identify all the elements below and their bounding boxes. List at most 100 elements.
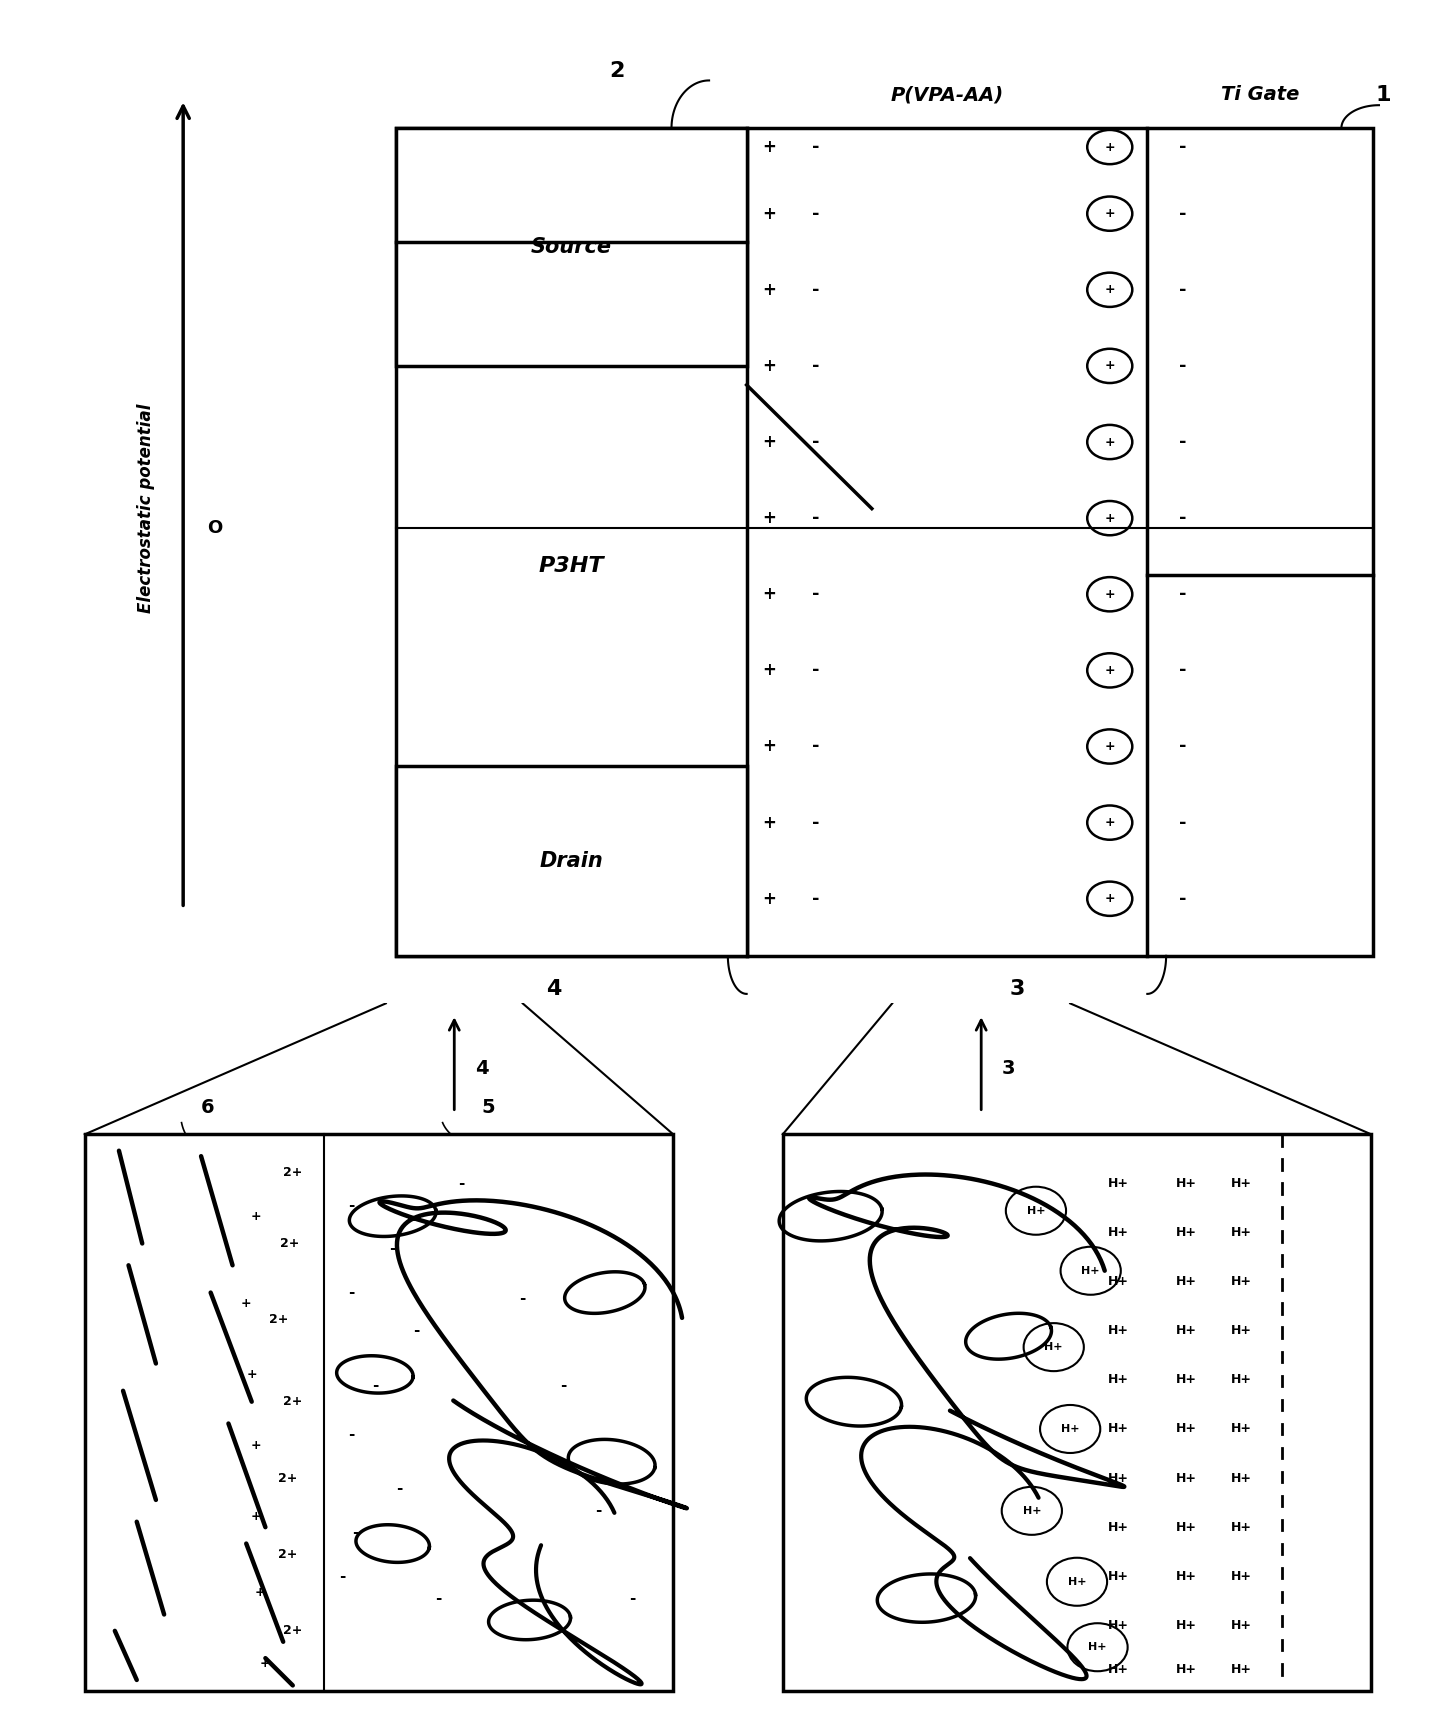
Text: +: + — [763, 432, 776, 452]
Text: 3: 3 — [1002, 1059, 1015, 1078]
Text: 6: 6 — [201, 1097, 214, 1116]
Text: 2+: 2+ — [282, 1624, 303, 1637]
Text: -: - — [1179, 813, 1187, 832]
Bar — [396, 128, 1373, 955]
Text: O: O — [207, 519, 223, 536]
Text: +: + — [763, 813, 776, 832]
Text: +: + — [1105, 664, 1115, 676]
Text: -: - — [812, 661, 820, 680]
Text: -: - — [1179, 889, 1187, 908]
Text: P3HT: P3HT — [539, 555, 604, 576]
Text: H+: H+ — [1108, 1569, 1128, 1583]
Text: H+: H+ — [1176, 1176, 1197, 1190]
Text: 2: 2 — [609, 61, 625, 81]
Text: +: + — [250, 1510, 261, 1522]
Text: +: + — [1105, 436, 1115, 448]
Text: +: + — [763, 356, 776, 375]
Text: H+: H+ — [1176, 1323, 1197, 1337]
Text: +: + — [763, 204, 776, 223]
Text: 2+: 2+ — [282, 1394, 303, 1408]
Text: -: - — [1179, 280, 1187, 299]
Text: -: - — [348, 1197, 355, 1213]
Text: -: - — [348, 1285, 355, 1299]
Text: H+: H+ — [1176, 1275, 1197, 1289]
Text: Electrostatic potential: Electrostatic potential — [137, 403, 154, 614]
Text: -: - — [1179, 661, 1187, 680]
Bar — [396, 128, 747, 365]
Text: -: - — [435, 1590, 441, 1605]
Text: -: - — [812, 432, 820, 452]
Text: H+: H+ — [1176, 1472, 1197, 1484]
Text: -: - — [396, 1481, 403, 1496]
Text: H+: H+ — [1230, 1227, 1252, 1239]
Text: +: + — [1105, 140, 1115, 154]
Text: -: - — [371, 1377, 379, 1393]
Text: H+: H+ — [1230, 1176, 1252, 1190]
Text: H+: H+ — [1108, 1472, 1128, 1484]
Text: H+: H+ — [1108, 1275, 1128, 1289]
Text: 4: 4 — [546, 979, 562, 1000]
Text: H+: H+ — [1176, 1663, 1197, 1676]
Text: +: + — [1105, 208, 1115, 220]
Text: H+: H+ — [1230, 1374, 1252, 1386]
Text: -: - — [1179, 432, 1187, 452]
Text: -: - — [348, 1427, 355, 1441]
Text: -: - — [412, 1323, 419, 1339]
Text: +: + — [1105, 817, 1115, 829]
Text: -: - — [812, 813, 820, 832]
Text: 1: 1 — [1376, 85, 1390, 106]
Text: -: - — [561, 1377, 566, 1393]
Text: +: + — [763, 737, 776, 756]
Text: -: - — [812, 585, 820, 604]
Text: +: + — [763, 280, 776, 299]
Text: H+: H+ — [1067, 1576, 1086, 1586]
Text: +: + — [763, 138, 776, 156]
Text: -: - — [812, 889, 820, 908]
Text: H+: H+ — [1176, 1521, 1197, 1535]
Text: +: + — [261, 1657, 271, 1669]
Text: P(VPA-AA): P(VPA-AA) — [891, 85, 1003, 104]
Text: +: + — [763, 585, 776, 604]
Text: H+: H+ — [1108, 1227, 1128, 1239]
Text: 3: 3 — [1009, 979, 1025, 1000]
Text: 2+: 2+ — [278, 1548, 297, 1560]
Text: +: + — [250, 1439, 261, 1451]
Text: H+: H+ — [1061, 1424, 1079, 1434]
Text: H+: H+ — [1230, 1569, 1252, 1583]
Text: H+: H+ — [1026, 1206, 1045, 1216]
Text: -: - — [520, 1291, 526, 1306]
Text: Source: Source — [531, 237, 612, 258]
Text: -: - — [629, 1590, 635, 1605]
Text: H+: H+ — [1108, 1323, 1128, 1337]
Text: -: - — [1179, 138, 1187, 156]
Text: H+: H+ — [1176, 1619, 1197, 1631]
Text: H+: H+ — [1176, 1422, 1197, 1436]
Text: -: - — [352, 1526, 360, 1540]
Text: H+: H+ — [1230, 1275, 1252, 1289]
Text: H+: H+ — [1230, 1472, 1252, 1484]
Text: +: + — [1105, 512, 1115, 524]
Text: +: + — [1105, 284, 1115, 296]
Text: +: + — [1105, 740, 1115, 753]
Text: -: - — [812, 509, 820, 528]
Text: +: + — [1105, 588, 1115, 600]
Text: -: - — [812, 356, 820, 375]
Text: Ti Gate: Ti Gate — [1220, 85, 1299, 104]
Text: -: - — [459, 1176, 464, 1190]
Text: H+: H+ — [1230, 1663, 1252, 1676]
Text: H+: H+ — [1108, 1176, 1128, 1190]
Text: H+: H+ — [1108, 1422, 1128, 1436]
Text: 5: 5 — [482, 1097, 495, 1116]
Text: H+: H+ — [1022, 1505, 1041, 1515]
Text: +: + — [763, 509, 776, 528]
Text: 2+: 2+ — [282, 1166, 303, 1180]
Text: +: + — [250, 1209, 261, 1223]
Text: -: - — [812, 204, 820, 223]
Text: H+: H+ — [1230, 1521, 1252, 1535]
Text: -: - — [1179, 204, 1187, 223]
Text: 2+: 2+ — [281, 1237, 300, 1251]
Text: -: - — [812, 280, 820, 299]
Text: H+: H+ — [1230, 1619, 1252, 1631]
Text: H+: H+ — [1230, 1323, 1252, 1337]
Text: -: - — [812, 737, 820, 756]
